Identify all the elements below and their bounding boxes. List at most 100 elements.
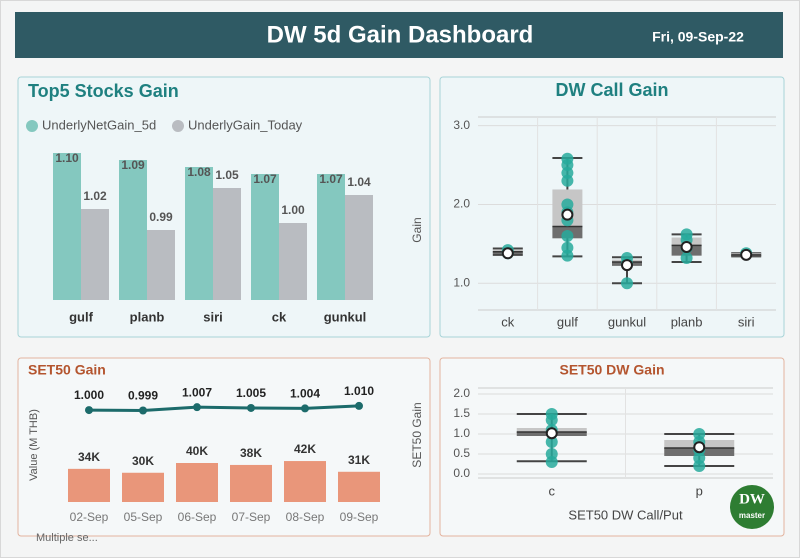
data-label: 1.005 xyxy=(236,386,266,400)
point xyxy=(561,249,574,262)
bar xyxy=(213,188,241,300)
data-label: 42K xyxy=(294,442,316,456)
mean xyxy=(545,427,558,440)
line-point xyxy=(247,403,255,412)
chart-title: DW Call Gain xyxy=(555,80,668,100)
bar xyxy=(284,461,326,502)
y-tick-label: 2.0 xyxy=(453,386,470,400)
bar xyxy=(176,463,218,502)
slicer[interactable]: Multiple se... xyxy=(36,532,98,544)
line-point xyxy=(139,406,147,415)
data-label: 40K xyxy=(186,444,208,458)
y-tick-label: 1.5 xyxy=(453,406,470,420)
legend-marker xyxy=(172,120,184,132)
point xyxy=(680,252,693,265)
line-point xyxy=(193,403,201,412)
point xyxy=(545,436,558,448)
data-label: 1.07 xyxy=(253,172,277,186)
bar xyxy=(251,174,279,300)
x-tick-label: 02-Sep xyxy=(70,510,109,524)
data-label: 0.99 xyxy=(149,210,173,224)
x-tick-label: gunkul xyxy=(608,314,646,329)
data-label: 1.010 xyxy=(344,384,374,398)
legend-marker xyxy=(26,120,38,132)
chart-title: Top5 Stocks Gain xyxy=(28,81,179,101)
data-label: 1.05 xyxy=(215,168,239,182)
x-tick-label: planb xyxy=(671,314,703,329)
dashboard-date: Fri, 09-Sep-22 xyxy=(652,29,744,45)
line-point xyxy=(301,404,309,413)
bar xyxy=(345,195,373,300)
panel xyxy=(439,76,785,338)
bar xyxy=(230,464,272,502)
bar xyxy=(338,471,380,502)
point xyxy=(621,277,633,290)
bar xyxy=(122,472,164,502)
logo-text: DW xyxy=(739,491,765,507)
x-tick-label: 07-Sep xyxy=(232,510,271,524)
logo-text: master xyxy=(739,511,765,520)
x-tick-label: 09-Sep xyxy=(340,510,379,524)
y-axis-title: SET50 Gain xyxy=(410,402,424,467)
panel xyxy=(439,357,785,537)
bar xyxy=(279,223,307,300)
x-tick-label: gunkul xyxy=(324,309,367,324)
data-label: 1.00 xyxy=(281,203,305,217)
mean xyxy=(561,208,574,221)
y-axis-title: Gain xyxy=(410,217,424,242)
bar xyxy=(185,167,213,300)
y-tick-label: 0.0 xyxy=(453,466,470,480)
point xyxy=(561,229,574,242)
data-label: 1.004 xyxy=(290,387,320,401)
y-tick-label: 1.0 xyxy=(453,275,470,289)
point xyxy=(561,174,574,187)
data-label: 34K xyxy=(78,450,100,464)
data-label: 1.000 xyxy=(74,388,104,402)
data-label: 1.08 xyxy=(187,165,211,179)
bar xyxy=(68,468,110,502)
data-label: 1.04 xyxy=(347,175,371,189)
chart-title: SET50 DW Gain xyxy=(559,362,664,378)
x-tick-label: p xyxy=(696,483,703,498)
bar xyxy=(317,174,345,300)
panel xyxy=(17,357,431,537)
point xyxy=(545,414,558,426)
mean xyxy=(740,248,753,261)
line xyxy=(88,404,360,412)
mean xyxy=(680,240,693,253)
mean xyxy=(693,441,706,454)
y-tick-label: 2.0 xyxy=(453,197,470,211)
data-label: 38K xyxy=(240,446,262,460)
bar xyxy=(119,160,147,300)
x-tick-label: planb xyxy=(130,309,165,324)
data-label: 1.09 xyxy=(121,158,145,172)
x-axis-title: SET50 DW Call/Put xyxy=(568,507,683,522)
y-tick-label: 3.0 xyxy=(453,118,470,132)
line-point xyxy=(355,401,363,410)
data-label: 0.999 xyxy=(128,389,158,403)
charts: Top5 Stocks Gain UnderlyNetGain_5d Underly… xyxy=(26,80,776,524)
x-tick-label: gulf xyxy=(69,309,93,324)
x-tick-label: siri xyxy=(203,309,223,324)
data-label: 31K xyxy=(348,453,370,467)
line-point xyxy=(85,406,93,415)
legend-label: UnderlyNetGain_5d xyxy=(42,117,156,132)
y-tick-label: 1.0 xyxy=(453,426,470,440)
data-label: 1.02 xyxy=(83,189,107,203)
data-label: 30K xyxy=(132,454,154,468)
point xyxy=(545,456,558,468)
data-label: 1.07 xyxy=(319,172,343,186)
logo xyxy=(730,485,774,529)
x-tick-label: 08-Sep xyxy=(286,510,325,524)
x-tick-label: 05-Sep xyxy=(124,510,163,524)
bar xyxy=(81,209,109,300)
bar xyxy=(53,153,81,300)
data-label: 1.10 xyxy=(55,151,79,165)
x-tick-label: 06-Sep xyxy=(178,510,217,524)
y-axis-title: Value (M THB) xyxy=(28,409,40,481)
x-tick-label: c xyxy=(549,483,556,498)
mean xyxy=(621,259,633,272)
chart-title: SET50 Gain xyxy=(28,362,106,378)
data-label: 1.007 xyxy=(182,385,212,399)
